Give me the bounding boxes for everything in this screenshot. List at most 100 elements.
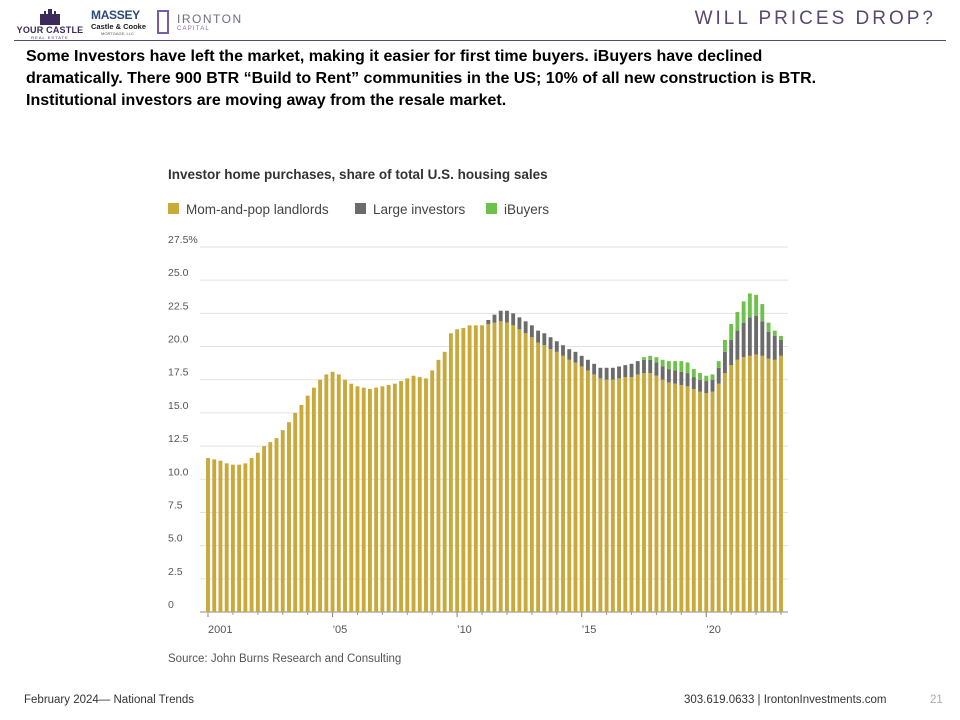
bar-mom-and-pop	[604, 379, 609, 612]
bar-mom-and-pop	[448, 333, 453, 612]
bar-mom-and-pop	[754, 354, 759, 612]
bar-ibuyers	[679, 361, 684, 372]
bar-mom-and-pop	[666, 382, 671, 612]
bar-mom-and-pop	[698, 391, 702, 612]
bar-large-investors	[573, 351, 578, 363]
bar-mom-and-pop	[311, 387, 316, 612]
bar-mom-and-pop	[660, 379, 665, 612]
bar-mom-and-pop	[567, 359, 572, 612]
bar-mom-and-pop	[392, 383, 397, 612]
bar-mom-and-pop	[517, 329, 522, 612]
bar-mom-and-pop	[642, 373, 646, 612]
bar-mom-and-pop	[374, 387, 379, 612]
bar-large-investors	[567, 349, 572, 360]
bar-large-investors	[729, 339, 734, 366]
y-tick-label: 20.0	[168, 334, 189, 346]
bar-large-investors	[498, 310, 503, 322]
bar-mom-and-pop	[461, 327, 466, 612]
your-castle-logo: YOUR CASTLE REAL ESTATE	[14, 8, 86, 40]
bar-mom-and-pop	[536, 342, 541, 612]
bar-mom-and-pop	[424, 378, 428, 612]
bar-mom-and-pop	[293, 412, 298, 612]
y-tick-label: 0	[168, 599, 174, 611]
bar-mom-and-pop	[324, 374, 329, 612]
bar-mom-and-pop	[548, 349, 553, 612]
bar-ibuyers	[735, 312, 740, 331]
bar-mom-and-pop	[230, 464, 235, 612]
bar-large-investors	[623, 365, 628, 378]
bar-large-investors	[772, 335, 777, 360]
x-tick-label: ’15	[582, 624, 597, 636]
bar-large-investors	[779, 339, 783, 356]
bar-large-investors	[542, 333, 547, 346]
bar-mom-and-pop	[723, 373, 727, 612]
bar-mom-and-pop	[280, 430, 285, 612]
bar-large-investors	[666, 369, 671, 383]
y-tick-label: 22.5	[168, 300, 189, 312]
bar-mom-and-pop	[529, 337, 534, 612]
bar-ibuyers	[729, 323, 734, 340]
bar-ibuyers	[766, 322, 771, 332]
bar-large-investors	[554, 341, 559, 352]
bar-ibuyers	[691, 369, 696, 378]
bar-mom-and-pop	[330, 371, 335, 612]
x-tick-label: ’05	[333, 624, 348, 636]
bar-mom-and-pop	[648, 373, 653, 612]
bar-large-investors	[654, 362, 659, 376]
your-castle-logo-text: YOUR CASTLE	[16, 25, 84, 35]
chart-title: Investor home purchases, share of total …	[168, 167, 548, 182]
bar-mom-and-pop	[498, 321, 503, 612]
legend-label-ibuyers: iBuyers	[504, 202, 549, 217]
bar-mom-and-pop	[399, 381, 404, 612]
bar-mom-and-pop	[741, 357, 746, 612]
bar-large-investors	[629, 363, 634, 378]
bar-mom-and-pop	[766, 358, 771, 612]
ironton-logo: IRONTON CAPITAL	[155, 8, 245, 38]
page-number: 21	[930, 694, 943, 706]
your-castle-logo-subtext: REAL ESTATE	[31, 35, 69, 40]
bar-mom-and-pop	[480, 325, 484, 612]
bar-mom-and-pop	[368, 389, 372, 612]
bar-mom-and-pop	[779, 355, 783, 612]
bar-large-investors	[685, 373, 690, 387]
bar-mom-and-pop	[262, 446, 266, 612]
bar-mom-and-pop	[598, 378, 603, 612]
bar-large-investors	[505, 310, 509, 323]
bar-ibuyers	[704, 375, 709, 382]
bar-mom-and-pop	[430, 370, 435, 612]
bar-large-investors	[648, 359, 653, 374]
bar-ibuyers	[723, 339, 727, 352]
bar-mom-and-pop	[685, 386, 690, 612]
bar-mom-and-pop	[299, 404, 304, 612]
massey-logo-text: MASSEY	[91, 8, 140, 22]
x-tick-label: ’10	[457, 624, 472, 636]
massey-logo: MASSEY Castle & Cooke MORTGAGE, LLC	[91, 8, 149, 38]
bar-mom-and-pop	[455, 329, 460, 612]
bar-large-investors	[710, 379, 715, 392]
bar-mom-and-pop	[224, 463, 229, 612]
legend-swatch-ibuyers	[486, 203, 497, 214]
castle-icon	[40, 9, 60, 25]
ironton-logo-text: IRONTON	[177, 12, 243, 26]
bar-large-investors	[598, 367, 603, 379]
bar-large-investors	[716, 367, 721, 384]
bar-large-investors	[511, 313, 516, 326]
bar-mom-and-pop	[436, 359, 441, 612]
ironton-capital-text: CAPITAL	[177, 26, 210, 32]
bar-large-investors	[760, 321, 765, 356]
bar-large-investors	[747, 317, 752, 356]
bar-mom-and-pop	[579, 366, 584, 612]
bar-mom-and-pop	[249, 458, 254, 612]
bar-ibuyers	[642, 357, 646, 360]
bar-mom-and-pop	[349, 383, 354, 612]
bar-mom-and-pop	[336, 374, 341, 612]
bar-mom-and-pop	[623, 377, 628, 612]
bar-mom-and-pop	[561, 355, 565, 612]
mortgage-text: MORTGAGE, LLC	[101, 31, 134, 36]
bar-mom-and-pop	[610, 379, 615, 612]
bar-large-investors	[723, 351, 727, 374]
x-tick-label: ’20	[706, 624, 721, 636]
bar-mom-and-pop	[492, 322, 497, 612]
chart-legend: Mom-and-pop landlords Large investors iB…	[168, 202, 549, 217]
